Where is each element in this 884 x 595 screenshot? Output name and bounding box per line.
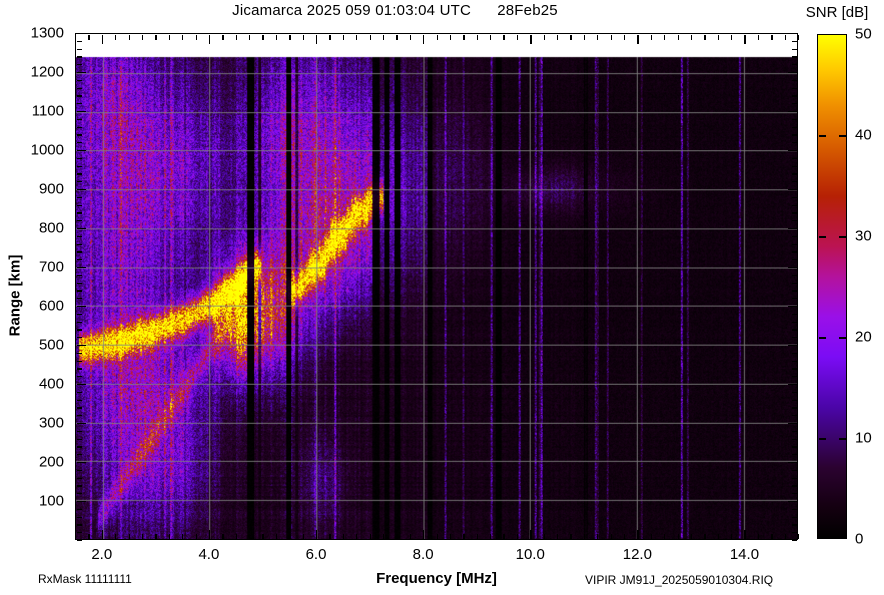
y-tick-label: 1000 <box>30 141 64 159</box>
colorbar-tick-label: 30 <box>855 227 872 245</box>
y-tick-label: 300 <box>38 414 64 432</box>
colorbar-gradient <box>817 34 847 539</box>
colorbar-tick-label: 0 <box>855 530 864 548</box>
x-axis-title: Frequency [MHz] <box>376 570 497 587</box>
colorbar-tick-label: 40 <box>855 126 872 144</box>
x-tick-label: 10.0 <box>515 546 545 563</box>
source-file-label: VIPIR JM91J_2025059010304.RIQ <box>585 573 774 587</box>
y-tick-label: 500 <box>38 336 64 354</box>
x-tick-label: 2.0 <box>91 546 113 563</box>
y-tick-label: 1300 <box>30 24 64 42</box>
x-tick-label: 4.0 <box>198 546 220 563</box>
y-tick-label: 900 <box>38 180 64 198</box>
y-tick-label: 800 <box>38 219 64 237</box>
y-tick-label: 100 <box>38 492 64 510</box>
page-title: Jicamarca 2025 059 01:03:04 UTC 28Feb25 <box>232 2 558 19</box>
colorbar-tick-label: 50 <box>855 25 872 43</box>
y-tick-label: 200 <box>38 453 64 471</box>
x-tick-label: 14.0 <box>729 546 760 563</box>
x-tick-label: 6.0 <box>305 546 327 563</box>
ionogram-plot-area[interactable] <box>75 33 798 540</box>
colorbar-tick-label: 10 <box>855 429 872 447</box>
ionogram-heatmap-canvas <box>76 34 797 539</box>
y-tick-label: 600 <box>38 297 64 315</box>
y-axis-tick-labels: 100 200 300 400 500 600 700 800 900 1000 1100 1200 1… <box>0 0 70 595</box>
y-tick-label: 400 <box>38 375 64 393</box>
rxmask-label: RxMask 11111111 <box>38 572 132 586</box>
x-tick-label: 8.0 <box>412 546 434 563</box>
y-axis-title: Range [km] <box>6 254 24 337</box>
x-tick-label: 12.0 <box>622 546 652 563</box>
colorbar-title: SNR [dB] <box>805 4 869 21</box>
y-tick-label: 1100 <box>31 102 64 120</box>
colorbar-tick-label: 20 <box>855 328 872 346</box>
y-tick-label: 700 <box>38 258 64 276</box>
y-tick-label: 1200 <box>30 63 64 81</box>
